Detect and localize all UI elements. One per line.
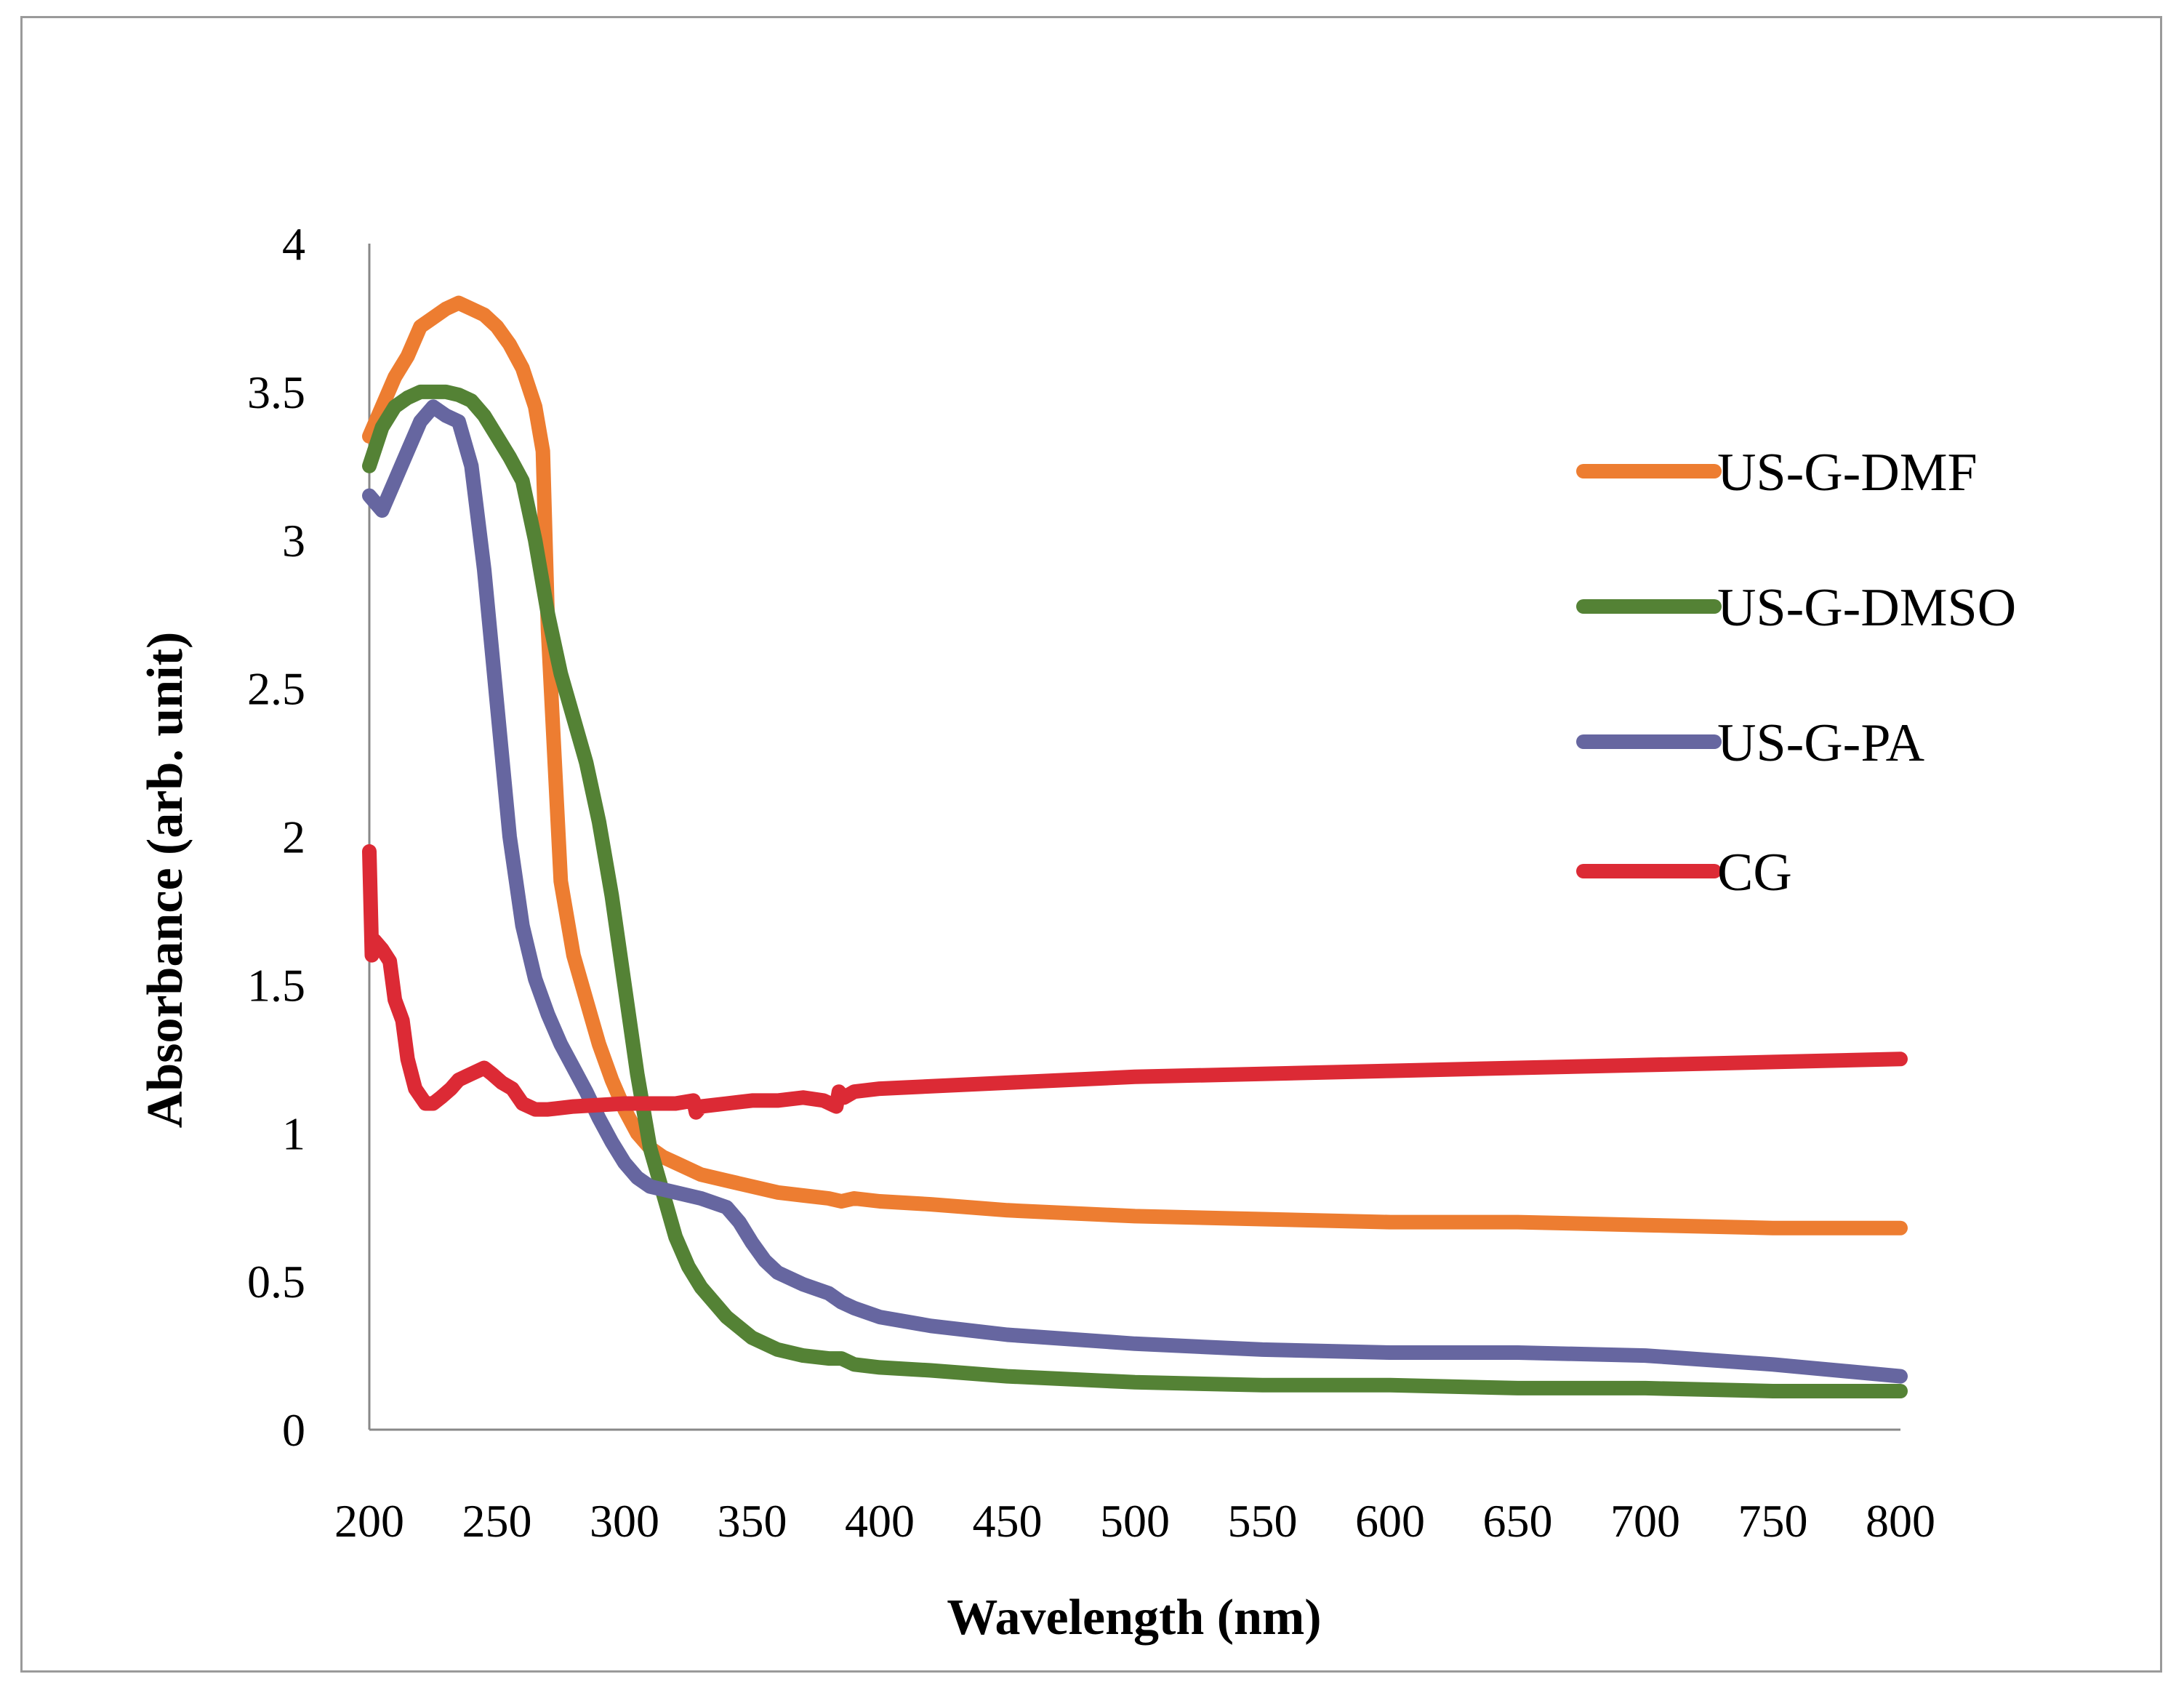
x-tick-label: 250 bbox=[462, 1495, 532, 1547]
y-tick-label: 3.5 bbox=[247, 367, 305, 418]
x-tick-label: 800 bbox=[1866, 1495, 1935, 1547]
legend-label: CG bbox=[1717, 843, 1792, 902]
series-line-cg bbox=[362, 844, 1908, 1120]
legend-item: US-G-DMF bbox=[1576, 443, 1978, 502]
legend-item: US-G-PA bbox=[1576, 713, 1924, 773]
series-lines bbox=[362, 295, 1908, 1398]
y-tick-label: 2 bbox=[282, 812, 305, 863]
x-tick-label: 600 bbox=[1355, 1495, 1425, 1547]
x-axis-title: Wavelength (nm) bbox=[947, 1590, 1321, 1646]
x-tick-label: 750 bbox=[1738, 1495, 1808, 1547]
x-tick-label: 350 bbox=[718, 1495, 787, 1547]
legend-label: US-G-PA bbox=[1717, 713, 1924, 773]
legend-item: US-G-DMSO bbox=[1576, 578, 2016, 638]
x-tick-label: 400 bbox=[845, 1495, 915, 1547]
series-line-us-g-pa bbox=[362, 399, 1908, 1384]
y-tick-label: 4 bbox=[282, 218, 305, 270]
x-tick-label: 200 bbox=[334, 1495, 404, 1547]
legend-label: US-G-DMSO bbox=[1717, 578, 2016, 638]
legend-item: CG bbox=[1576, 843, 1792, 902]
x-tick-label: 450 bbox=[973, 1495, 1043, 1547]
y-tick-label: 3 bbox=[282, 515, 305, 566]
y-tick-label: 0 bbox=[282, 1404, 305, 1456]
y-tick-label: 0.5 bbox=[247, 1256, 305, 1307]
series-line-us-g-dmf bbox=[362, 295, 1908, 1236]
y-tick-labels: 0 0.5 1 1.5 2 2.5 3 3.5 4 bbox=[247, 218, 305, 1456]
x-tick-labels: 200 250 300 350 400 450 500 550 600 650 700 750 800 bbox=[334, 1495, 1935, 1547]
y-tick-label: 1 bbox=[282, 1108, 305, 1159]
legend-label: US-G-DMF bbox=[1717, 443, 1978, 502]
x-tick-label: 700 bbox=[1610, 1495, 1680, 1547]
x-tick-label: 550 bbox=[1228, 1495, 1298, 1547]
x-tick-label: 500 bbox=[1100, 1495, 1170, 1547]
x-tick-label: 650 bbox=[1483, 1495, 1553, 1547]
y-tick-label: 1.5 bbox=[247, 959, 305, 1011]
series-line-us-g-dmso bbox=[362, 384, 1908, 1398]
y-tick-label: 2.5 bbox=[247, 663, 305, 715]
y-axis-title: Absorbance (arb. unit) bbox=[137, 632, 193, 1129]
legend: US-G-DMF US-G-DMSO US-G-PA CG bbox=[1576, 443, 2016, 902]
x-tick-label: 300 bbox=[590, 1495, 659, 1547]
